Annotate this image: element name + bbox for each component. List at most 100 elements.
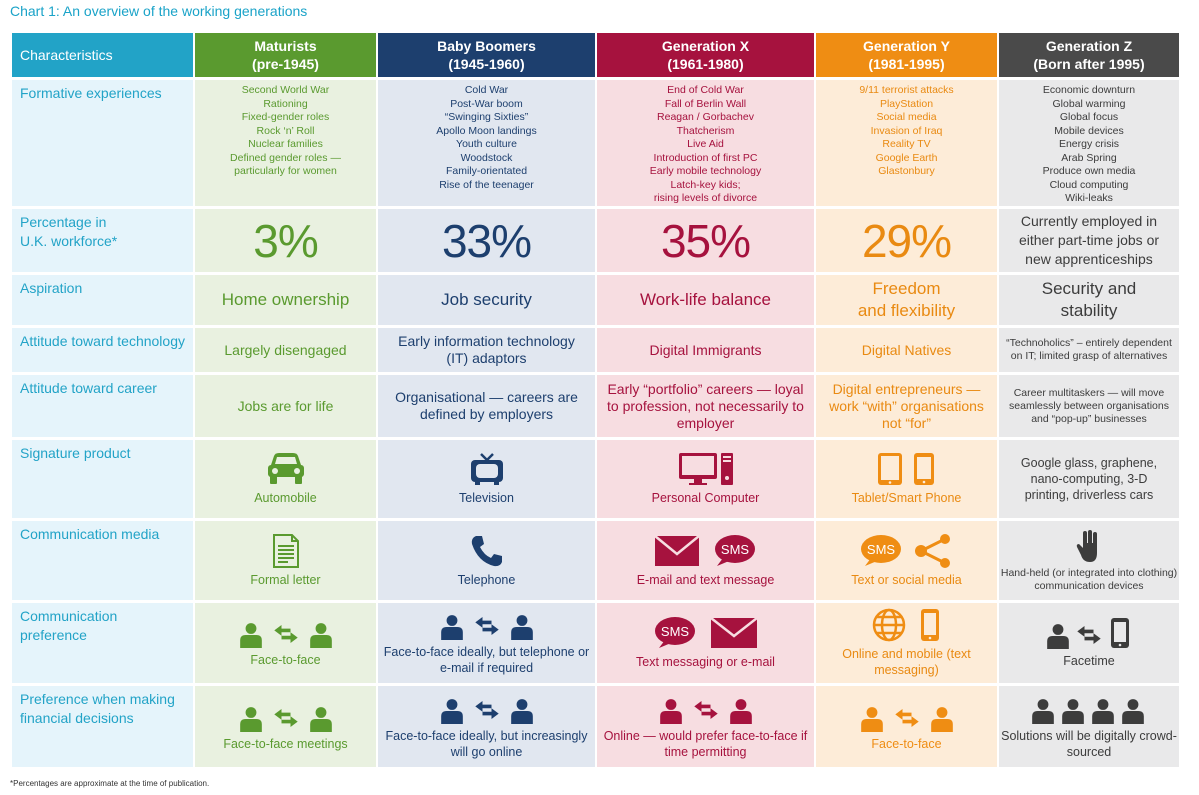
- formative-generation-z: Economic downturn Global warming Global …: [999, 80, 1179, 206]
- hand-icon: [1076, 529, 1097, 562]
- formative-item: Rise of the teenager: [439, 178, 534, 191]
- sms-bubble-icon: SMS: [654, 617, 695, 648]
- label-line: Percentage in: [20, 214, 107, 230]
- financial-maturists: Face-to-face meetings: [195, 686, 376, 767]
- signature-caption: Automobile: [254, 491, 317, 505]
- sms-social-icon: SMS: [860, 533, 950, 568]
- financial-generation-z: Solutions will be digitally crowd-source…: [999, 686, 1179, 767]
- envelope-icon: [709, 617, 758, 648]
- row-preference: Communication preference Face-to-face Fa…: [12, 603, 1179, 683]
- preference-generation-y: Online and mobile (text messaging): [816, 603, 997, 683]
- header-baby-boomers: Baby Boomers (1945-1960): [378, 33, 595, 77]
- aspiration-generation-x: Work-life balance: [597, 275, 814, 325]
- row-label-percentage: Percentage in U.K. workforce*: [12, 209, 193, 272]
- formative-item: PlayStation: [879, 97, 934, 110]
- formative-item: Rock ‘n’ Roll: [256, 124, 315, 137]
- share-icon: [914, 533, 950, 568]
- face-to-face-icon: [440, 615, 533, 640]
- formative-item: Global focus: [1059, 111, 1119, 123]
- gen-years: (1981-1995): [868, 56, 945, 72]
- face-to-face-icon: [239, 623, 332, 648]
- financial-baby-boomers: Face-to-face ideally, but increasingly w…: [378, 686, 595, 767]
- media-generation-y: SMS Text or social media: [816, 521, 997, 600]
- formative-item: rising levels of divorce: [653, 192, 758, 204]
- header-generation-z: Generation Z (Born after 1995): [999, 33, 1179, 77]
- signature-generation-z: Google glass, graphene, nano-computing, …: [999, 440, 1179, 518]
- formative-item: Produce own media: [1042, 165, 1136, 177]
- signature-caption: Television: [459, 491, 514, 505]
- row-label-financial: Preference when making financial decisio…: [12, 686, 193, 767]
- row-label-preference: Communication preference: [12, 603, 193, 683]
- facetime-icon: [1047, 618, 1129, 649]
- row-label-signature: Signature product: [12, 440, 193, 518]
- header-maturists: Maturists (pre-1945): [195, 33, 376, 77]
- preference-maturists: Face-to-face: [195, 603, 376, 683]
- signature-generation-x: Personal Computer: [597, 440, 814, 518]
- formative-item: Energy crisis: [1058, 138, 1120, 150]
- gen-name: Generation X: [661, 38, 750, 54]
- chart-title: Chart 1: An overview of the working gene…: [10, 3, 308, 19]
- gen-years: (1961-1980): [667, 56, 744, 72]
- sms-email-icon: SMS: [654, 617, 758, 648]
- formative-generation-x: End of Cold War Fall of Berlin Wall Reag…: [597, 80, 814, 206]
- gen-years: (1945-1960): [448, 56, 525, 72]
- formative-item: Wiki-leaks: [1065, 192, 1113, 204]
- row-financial: Preference when making financial decisio…: [12, 686, 1179, 767]
- formative-item: Second World War: [241, 84, 330, 96]
- formative-item: Thatcherism: [676, 124, 735, 137]
- aspiration-baby-boomers: Job security: [378, 275, 595, 325]
- financial-caption: Face-to-face ideally, but increasingly w…: [385, 728, 588, 759]
- financial-caption: Face-to-face: [871, 736, 942, 751]
- technology-generation-y: Digital Natives: [816, 328, 997, 372]
- row-aspiration: Aspiration Home ownership Job security W…: [12, 275, 1179, 325]
- gen-name: Generation Y: [863, 38, 950, 54]
- header-row: Characteristics Maturists (pre-1945) Baby…: [12, 33, 1179, 77]
- preference-caption: Face-to-face: [250, 653, 321, 667]
- formative-maturists: Second World War Rationing Fixed-gender …: [195, 80, 376, 206]
- financial-generation-y: Face-to-face: [816, 686, 997, 767]
- preference-generation-x: SMS Text messaging or e-mail: [597, 603, 814, 683]
- signature-baby-boomers: Television: [378, 440, 595, 518]
- gen-name: Maturists: [254, 38, 317, 54]
- gen-years: (Born after 1995): [1033, 56, 1145, 72]
- generations-table: Characteristics Maturists (pre-1945) Baby…: [10, 30, 1181, 770]
- preference-caption: Facetime: [1063, 654, 1115, 668]
- formative-generation-y: 9/11 terrorist attacks PlayStation Socia…: [816, 80, 997, 206]
- row-label-aspiration: Aspiration: [12, 275, 193, 325]
- formative-item: Arab Spring: [1061, 151, 1117, 164]
- row-label-career: Attitude toward career: [12, 375, 193, 437]
- financial-caption: Solutions will be digitally crowd-source…: [1001, 728, 1177, 759]
- formative-item: Reality TV: [882, 138, 931, 150]
- media-caption: E-mail and text message: [636, 572, 775, 587]
- formative-item: Live Aid: [687, 138, 724, 150]
- formative-item: Youth culture: [456, 138, 517, 150]
- financial-generation-x: Online — would prefer face-to-face if ti…: [597, 686, 814, 767]
- media-generation-x: SMS E-mail and text message: [597, 521, 814, 600]
- percentage-generation-z: Currently employed in either part-time j…: [999, 209, 1179, 272]
- gen-name: Baby Boomers: [437, 38, 536, 54]
- formative-item: Fixed-gender roles: [241, 111, 330, 123]
- formative-item: Early mobile technology: [649, 165, 762, 177]
- face-to-face-icon: [659, 698, 752, 724]
- formative-item: Glastonbury: [878, 165, 935, 177]
- media-caption: Hand-held (or integrated into clothing) …: [1000, 566, 1178, 592]
- formative-item: Apollo Moon landings: [436, 124, 537, 137]
- globe-mobile-icon: [872, 608, 939, 642]
- career-generation-y: Digital entrepreneurs — work “with” orga…: [816, 375, 997, 437]
- sms-bubble-icon: SMS: [860, 534, 901, 566]
- sms-text: SMS: [720, 542, 749, 557]
- envelope-icon: [653, 534, 700, 566]
- sms-bubble-icon: SMS: [714, 534, 755, 566]
- formative-item: Cold War: [464, 84, 509, 96]
- preference-caption: Text messaging or e-mail: [636, 655, 775, 669]
- header-characteristics: Characteristics: [12, 33, 193, 77]
- formative-item: Post-War boom: [450, 97, 523, 110]
- gen-years: (pre-1945): [252, 56, 319, 72]
- career-generation-x: Early “portfolio” careers — loyal to pro…: [597, 375, 814, 437]
- car-icon: [267, 453, 304, 484]
- preference-generation-z: Facetime: [999, 603, 1179, 683]
- career-generation-z: Career multitaskers — will move seamless…: [999, 375, 1179, 437]
- formative-item: Cloud computing: [1049, 178, 1129, 191]
- row-label-technology: Attitude toward technology: [12, 328, 193, 372]
- mobile-phone-icon: [920, 609, 939, 641]
